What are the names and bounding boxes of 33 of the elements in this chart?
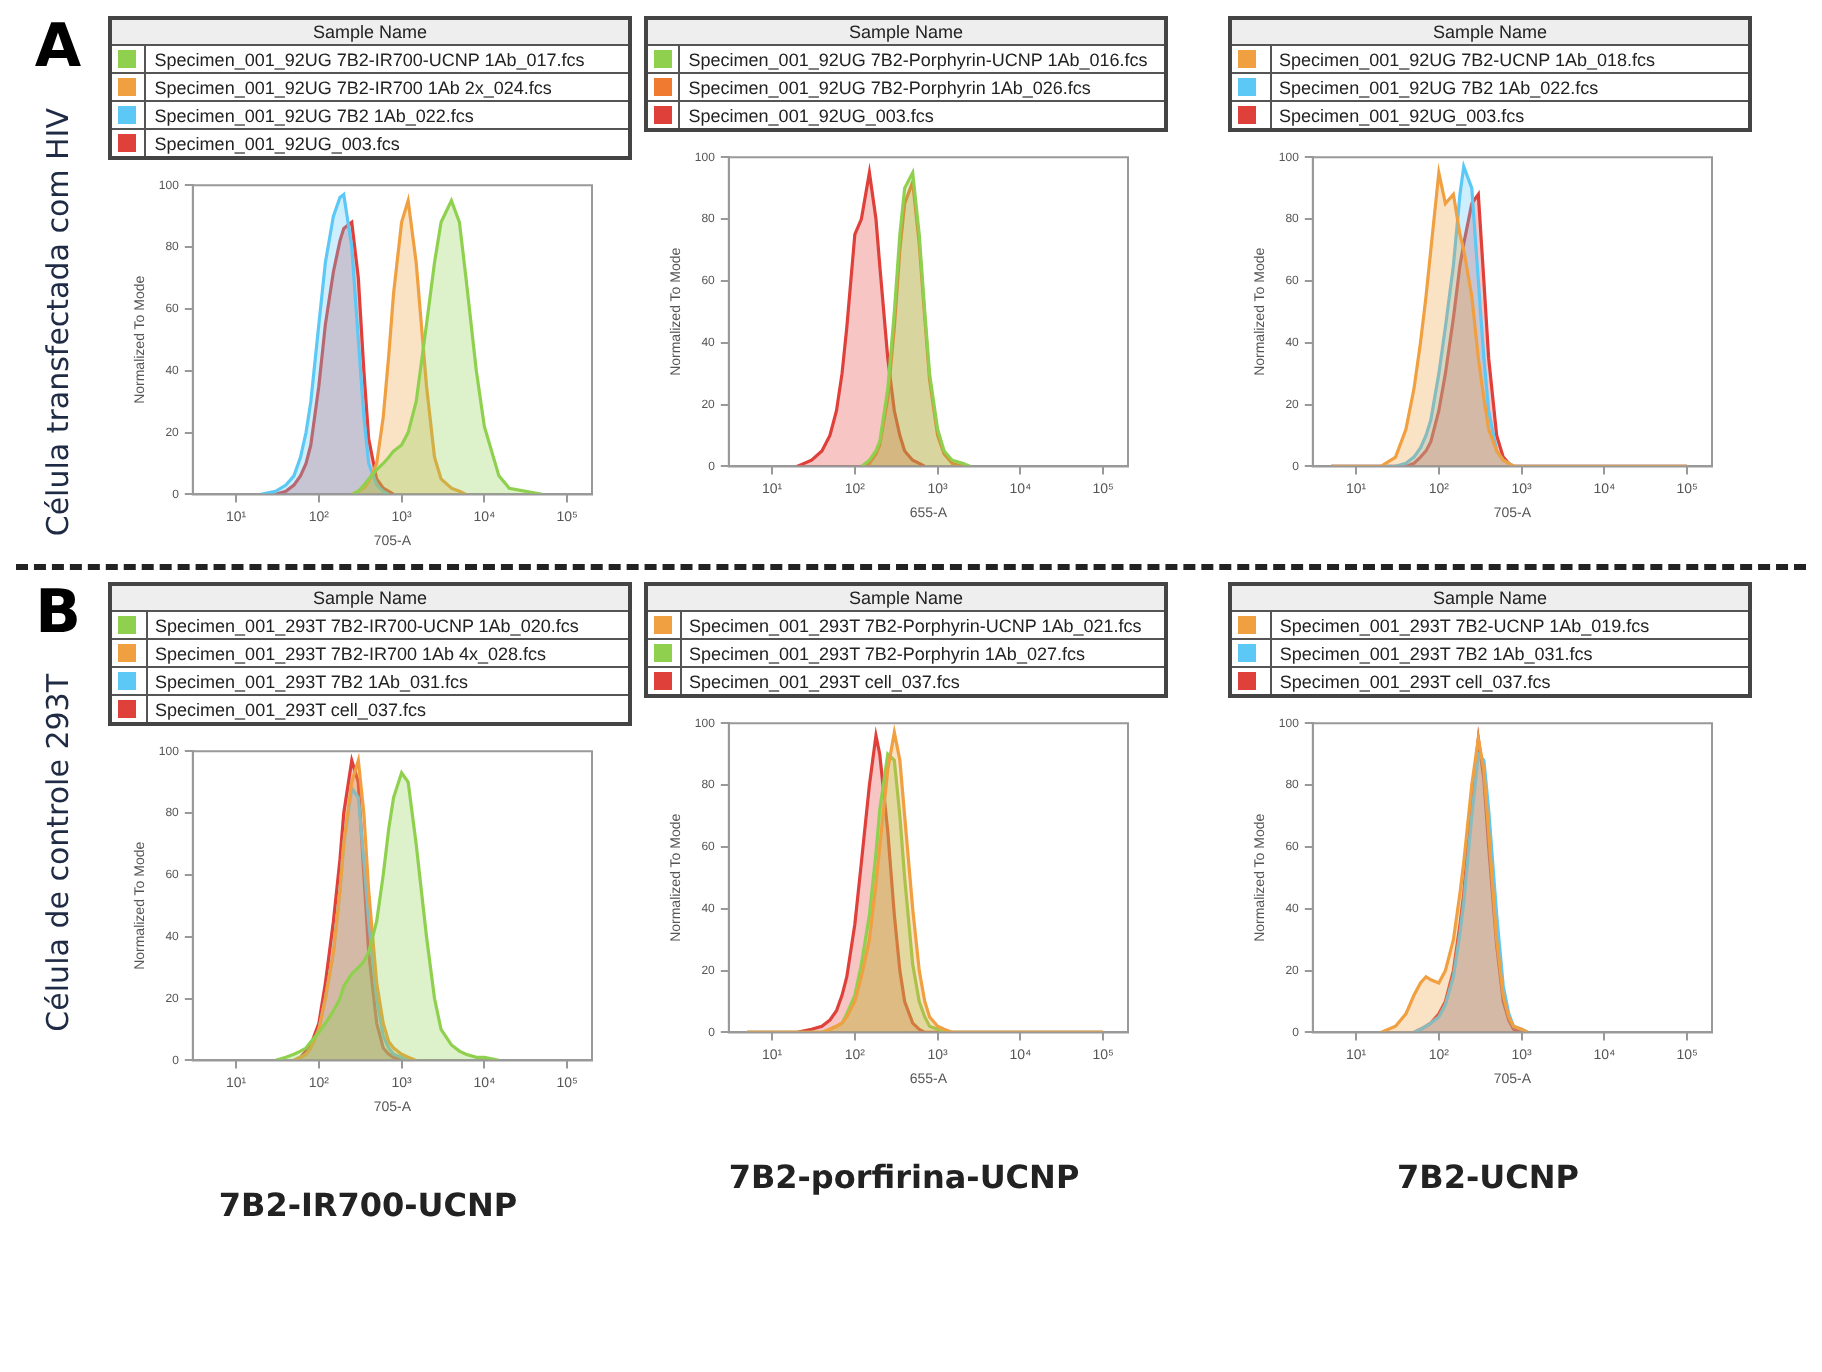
text: B xyxy=(35,578,81,648)
legend-title: Sample Name xyxy=(110,18,630,45)
legend-label: Specimen_001_92UG 7B2-Porphyrin-UCNP 1Ab_016.fcs xyxy=(679,45,1166,73)
legend-title: Sample Name xyxy=(1230,584,1750,611)
text: Célula de controle 293T xyxy=(40,674,76,1032)
legend-label: Specimen_001_293T cell_037.fcs xyxy=(146,695,630,724)
text: Célula transfectada com HIV xyxy=(40,108,76,537)
legend-label: Specimen_001_92UG_003.fcs xyxy=(1270,101,1750,130)
legend-label: Specimen_001_92UG 7B2 1Ab_022.fcs xyxy=(145,101,630,129)
text: 7B2-porfirina-UCNP xyxy=(726,1158,1082,1196)
text: 7B2-IR700-UCNP xyxy=(216,1186,520,1224)
text: A xyxy=(34,12,82,82)
legend-label: Specimen_001_92UG 7B2-Porphyrin 1Ab_026.fcs xyxy=(679,73,1166,101)
legend-label: Specimen_001_92UG 7B2 1Ab_022.fcs xyxy=(1270,73,1750,101)
legend-title: Sample Name xyxy=(646,584,1166,611)
legend-label: Specimen_001_293T 7B2 1Ab_031.fcs xyxy=(1270,639,1750,667)
legend-label: Specimen_001_92UG 7B2-IR700-UCNP 1Ab_017.fcs xyxy=(145,45,630,73)
legend-label: Specimen_001_92UG_003.fcs xyxy=(145,129,630,158)
legend-label: Specimen_001_293T cell_037.fcs xyxy=(1270,667,1750,696)
legend-label: Specimen_001_293T 7B2-Porphyrin-UCNP 1Ab_021.fcs xyxy=(680,611,1166,639)
legend-label: Specimen_001_92UG 7B2-IR700 1Ab 2x_024.fcs xyxy=(145,73,630,101)
text: 7B2-UCNP xyxy=(1395,1158,1581,1196)
legend-label: Specimen_001_293T 7B2-UCNP 1Ab_019.fcs xyxy=(1270,611,1750,639)
legend-label: Specimen_001_92UG 7B2-UCNP 1Ab_018.fcs xyxy=(1270,45,1750,73)
legend-label: Specimen_001_293T 7B2-IR700-UCNP 1Ab_020.fcs xyxy=(146,611,630,639)
legend-title: Sample Name xyxy=(110,584,630,611)
legend-title: Sample Name xyxy=(646,18,1166,45)
legend-label: Specimen_001_293T 7B2-Porphyrin 1Ab_027.fcs xyxy=(680,639,1166,667)
legend-title: Sample Name xyxy=(1230,18,1750,45)
legend-label: Specimen_001_293T cell_037.fcs xyxy=(680,667,1166,696)
legend-label: Specimen_001_92UG_003.fcs xyxy=(679,101,1166,130)
legend-label: Specimen_001_293T 7B2-IR700 1Ab 4x_028.fcs xyxy=(146,639,630,667)
legend-label: Specimen_001_293T 7B2 1Ab_031.fcs xyxy=(146,667,630,695)
